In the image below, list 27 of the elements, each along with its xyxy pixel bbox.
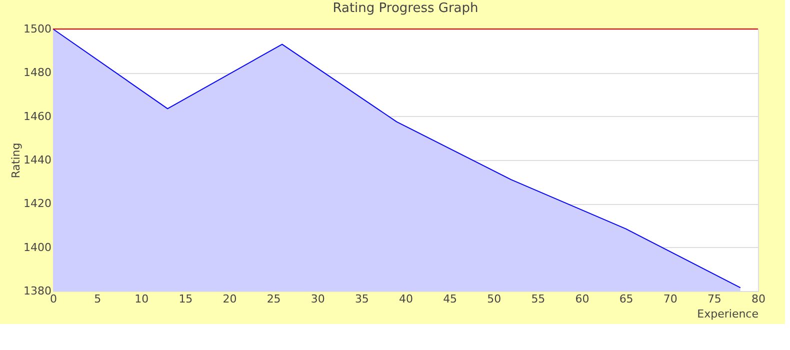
x-tick-label: 15 — [178, 292, 193, 306]
y-tick-label: 1400 — [24, 240, 52, 254]
x-axis-title: Experience — [697, 308, 759, 320]
chart-title: Rating Progress Graph — [332, 1, 478, 16]
x-tick-label: 75 — [707, 292, 722, 306]
x-tick-label: 25 — [266, 292, 281, 306]
x-tick-label: 5 — [94, 292, 102, 306]
x-tick-label: 20 — [222, 292, 237, 306]
x-tick-label: 60 — [575, 292, 590, 306]
x-tick-label: 30 — [310, 292, 325, 306]
x-tick-label: 65 — [619, 292, 634, 306]
x-tick-label: 55 — [531, 292, 546, 306]
y-axis-title: Rating — [10, 142, 23, 178]
x-tick-label: 40 — [399, 292, 413, 306]
x-tick-label: 50 — [487, 292, 502, 306]
x-tick-label: 10 — [134, 292, 149, 306]
y-tick-label: 1500 — [24, 22, 52, 36]
y-tick-label: 1460 — [24, 110, 52, 123]
x-tick-label: 35 — [354, 292, 369, 306]
x-tick-label: 80 — [752, 292, 766, 306]
y-tick-label: 1440 — [24, 154, 52, 166]
y-tick-label: 1420 — [24, 197, 52, 210]
y-tick-label: 1380 — [24, 284, 52, 298]
y-tick-label: 1480 — [24, 66, 52, 80]
x-tick-label: 45 — [443, 292, 458, 306]
x-tick-label: 70 — [663, 292, 678, 306]
x-tick-label: 0 — [50, 292, 57, 306]
